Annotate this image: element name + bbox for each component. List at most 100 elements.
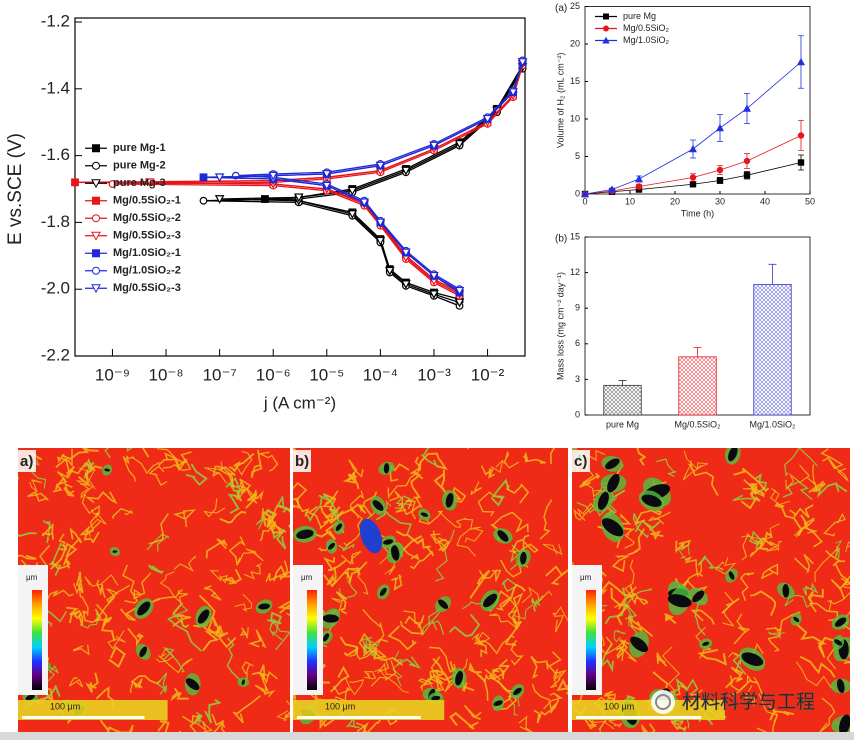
- grain-boundary: [549, 448, 556, 465]
- grain-boundary: [232, 695, 262, 724]
- marker: [199, 196, 208, 205]
- grain-boundary: [697, 648, 728, 666]
- grain-boundary: [829, 458, 849, 482]
- pit: [379, 587, 387, 596]
- grain-boundary: [488, 613, 518, 631]
- grain-boundary: [157, 720, 182, 732]
- grain-boundary: [417, 678, 435, 691]
- grain-boundary: [449, 712, 479, 730]
- grain-boundary: [370, 660, 396, 687]
- grain-boundary: [782, 480, 813, 501]
- pit: [834, 617, 847, 627]
- grain-boundary: [58, 533, 67, 551]
- pit: [258, 603, 270, 610]
- y-tick-label: 20: [570, 38, 580, 48]
- grain-boundary: [689, 689, 706, 708]
- y-tick-label: -2.0: [41, 279, 70, 298]
- legend-marker: [91, 231, 101, 241]
- grain-boundary: [241, 661, 254, 681]
- grain-boundary: [41, 522, 55, 540]
- grain-boundary: [124, 456, 160, 475]
- grain-boundary: [520, 539, 539, 557]
- y-tick-label: 15: [570, 76, 580, 86]
- grain-boundary: [469, 569, 491, 599]
- marker: [71, 178, 79, 187]
- bar: [603, 384, 642, 416]
- grain-boundary: [363, 671, 377, 680]
- marker: [429, 290, 439, 300]
- grain-boundary: [276, 710, 290, 721]
- series-line: [219, 61, 524, 292]
- grain-boundary: [765, 611, 801, 631]
- grain-boundary: [642, 520, 664, 541]
- scale-label: 100 μm: [50, 701, 80, 711]
- grain-boundary: [740, 572, 755, 602]
- grain-boundary: [750, 483, 766, 496]
- y-tick-label: 10: [570, 113, 580, 123]
- grain-boundary: [845, 540, 850, 553]
- pit: [702, 641, 710, 646]
- x-tick-label: 10⁻⁶: [256, 365, 291, 384]
- marker: [797, 132, 805, 139]
- micrograph: μm 100 μm b): [293, 448, 568, 732]
- plot-frame: [74, 17, 526, 357]
- grain-boundary: [167, 615, 202, 652]
- grain-boundary: [344, 676, 365, 696]
- x-tick-label: 50: [805, 196, 815, 206]
- grain-boundary: [75, 571, 84, 594]
- grain-boundary: [79, 612, 101, 629]
- grain-boundary: [826, 586, 850, 612]
- grain-boundary: [55, 457, 96, 475]
- pit: [328, 542, 335, 550]
- grain-boundary: [553, 614, 564, 633]
- grain-boundary: [122, 564, 139, 604]
- grain-boundary: [816, 482, 848, 499]
- marker: [454, 286, 465, 296]
- pit: [431, 695, 441, 701]
- grain-boundary: [733, 467, 770, 493]
- grain-boundary: [293, 497, 301, 509]
- pit: [597, 491, 609, 510]
- grain-boundary: [68, 677, 84, 688]
- grain-boundary: [83, 458, 95, 479]
- panel-label: b): [295, 453, 309, 470]
- legend-label: Mg/0.5SiO₂-2: [113, 212, 181, 224]
- scale-bar: [22, 716, 145, 719]
- grain-boundary: [400, 615, 424, 635]
- legend-label: pure Mg-2: [113, 160, 166, 172]
- grain-boundary: [514, 597, 538, 620]
- pit: [197, 609, 210, 624]
- pit: [104, 468, 110, 472]
- pit: [607, 473, 620, 493]
- grain-boundary: [435, 529, 455, 582]
- grain-boundary: [420, 448, 439, 468]
- x-tick-label: 10: [625, 196, 635, 206]
- grain-boundary: [27, 490, 49, 502]
- grain-boundary: [86, 512, 101, 535]
- grain-boundary: [222, 568, 242, 585]
- grain-boundary: [661, 646, 680, 694]
- grain-boundary: [79, 525, 100, 544]
- marker: [108, 180, 117, 188]
- grain-boundary: [52, 477, 68, 493]
- legend-label: Mg/0.5SiO₂-3: [113, 282, 181, 294]
- grain-boundary: [799, 655, 836, 678]
- x-tick-label: 0: [582, 196, 587, 206]
- grain-boundary: [356, 715, 384, 732]
- grain-boundary: [721, 597, 740, 614]
- grain-boundary: [346, 567, 369, 595]
- grain-boundary: [197, 594, 216, 628]
- grain-boundary: [656, 652, 668, 667]
- grain-boundary: [795, 622, 828, 655]
- pit: [455, 670, 464, 686]
- grain-boundary: [127, 627, 144, 647]
- grain-boundary: [122, 455, 137, 482]
- grain-boundary: [814, 545, 839, 583]
- grain-boundary: [377, 657, 400, 679]
- grain-boundary: [634, 520, 661, 533]
- legend-marker: [92, 196, 100, 205]
- grain-boundary: [543, 692, 563, 710]
- grain-boundary: [684, 556, 699, 577]
- pit: [839, 714, 850, 732]
- grain-boundary: [715, 557, 737, 575]
